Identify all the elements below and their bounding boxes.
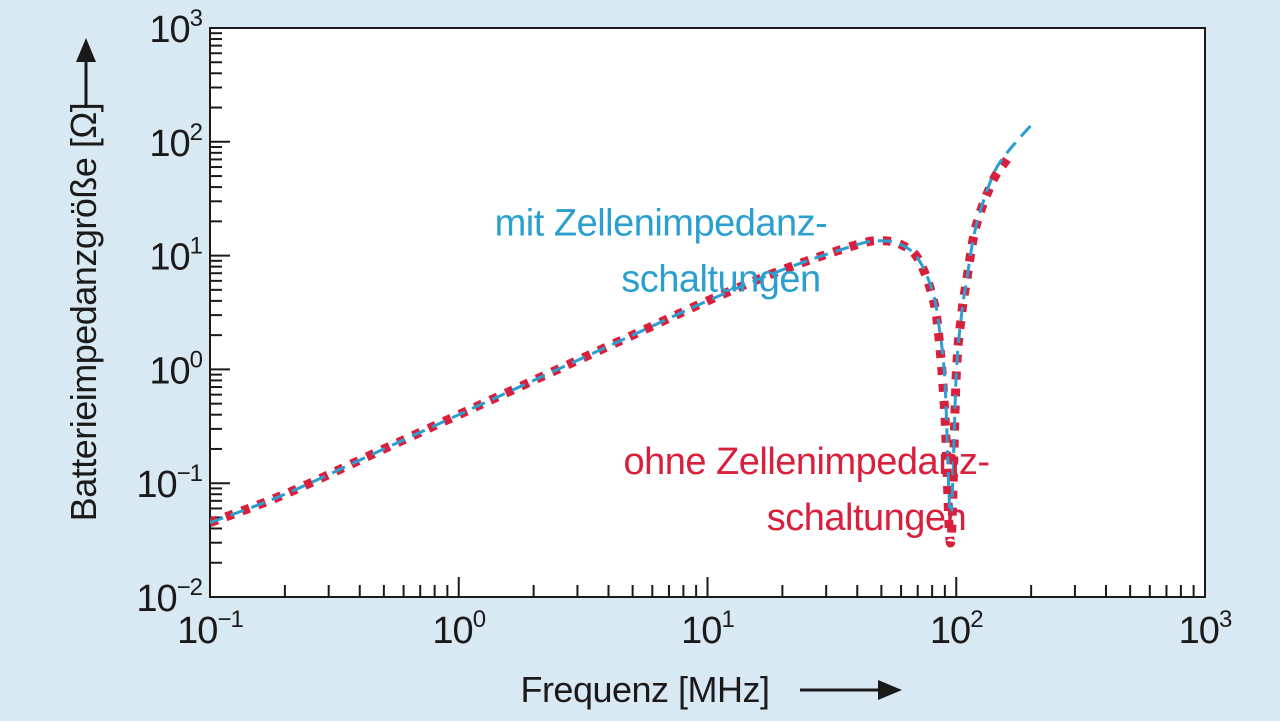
x-axis-arrowhead: [878, 680, 902, 700]
annotation-ohne: ohne Zellenimpedanz-schaltungen: [623, 441, 989, 539]
y-tick-label: 101: [149, 233, 202, 279]
y-tick-label: 10−2: [136, 574, 202, 620]
x-tick-label: 103: [1179, 606, 1232, 652]
plot-frame: [209, 27, 1206, 598]
x-axis-title: Frequenz [MHz]: [520, 669, 769, 710]
x-tick-label: 10−1: [177, 606, 243, 652]
y-tick-label: 102: [149, 119, 202, 165]
y-tick-label: 103: [149, 5, 202, 51]
y-tick-label: 10−1: [136, 460, 202, 506]
y-axis-title: Batterieimpedanzgröße [Ω]: [63, 103, 104, 522]
plot-area: [210, 28, 1205, 597]
x-tick-label: 102: [930, 606, 983, 652]
y-tick-label: 100: [149, 346, 202, 392]
annotation-mit: mit Zellenimpedanz-schaltungen: [495, 203, 828, 301]
y-axis-arrowhead: [76, 38, 96, 62]
x-tick-label: 100: [432, 606, 485, 652]
x-tick-label: 101: [681, 606, 734, 652]
